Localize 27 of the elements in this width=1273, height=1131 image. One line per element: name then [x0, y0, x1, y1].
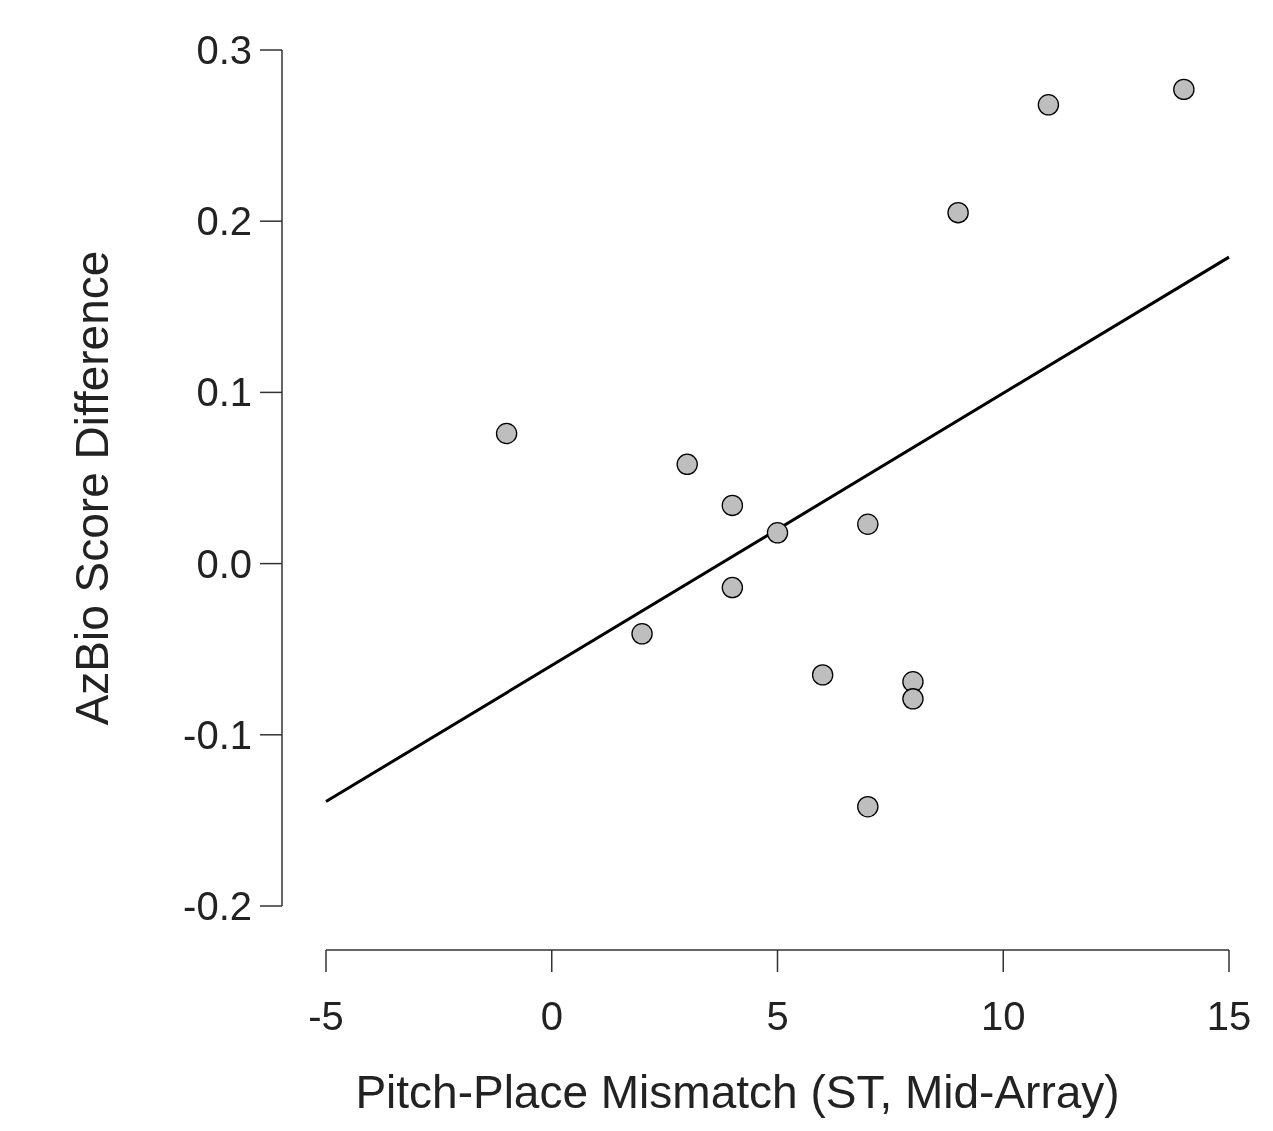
point [902, 688, 924, 710]
point [721, 494, 744, 517]
point [811, 664, 834, 686]
point [1173, 78, 1195, 101]
x-tick-label: 0 [540, 994, 563, 1038]
point [766, 522, 789, 544]
point [902, 671, 924, 693]
x-axis-title: Pitch-Place Mismatch (ST, Mid-Array) [355, 1066, 1120, 1118]
x-tick-label: 15 [1206, 994, 1252, 1038]
y-axis-title: AzBio Score Difference [66, 250, 118, 726]
point [631, 623, 653, 645]
y-tick-label: -0.1 [183, 712, 252, 757]
point [1037, 94, 1060, 116]
point [857, 513, 879, 535]
x-tick-label: 5 [766, 994, 789, 1038]
point [857, 795, 879, 818]
y-tick-label: 0.2 [196, 199, 252, 244]
point [495, 422, 518, 445]
y-tick-label: 0.0 [196, 541, 252, 586]
x-tick-label: 10 [981, 994, 1026, 1038]
point [676, 453, 698, 476]
y-tick-label: 0.3 [196, 28, 252, 72]
x-tick-label: -5 [308, 994, 344, 1038]
point [721, 576, 744, 599]
point [947, 201, 969, 224]
y-tick-label: -0.2 [183, 884, 252, 928]
y-tick-label: 0.1 [196, 370, 252, 415]
